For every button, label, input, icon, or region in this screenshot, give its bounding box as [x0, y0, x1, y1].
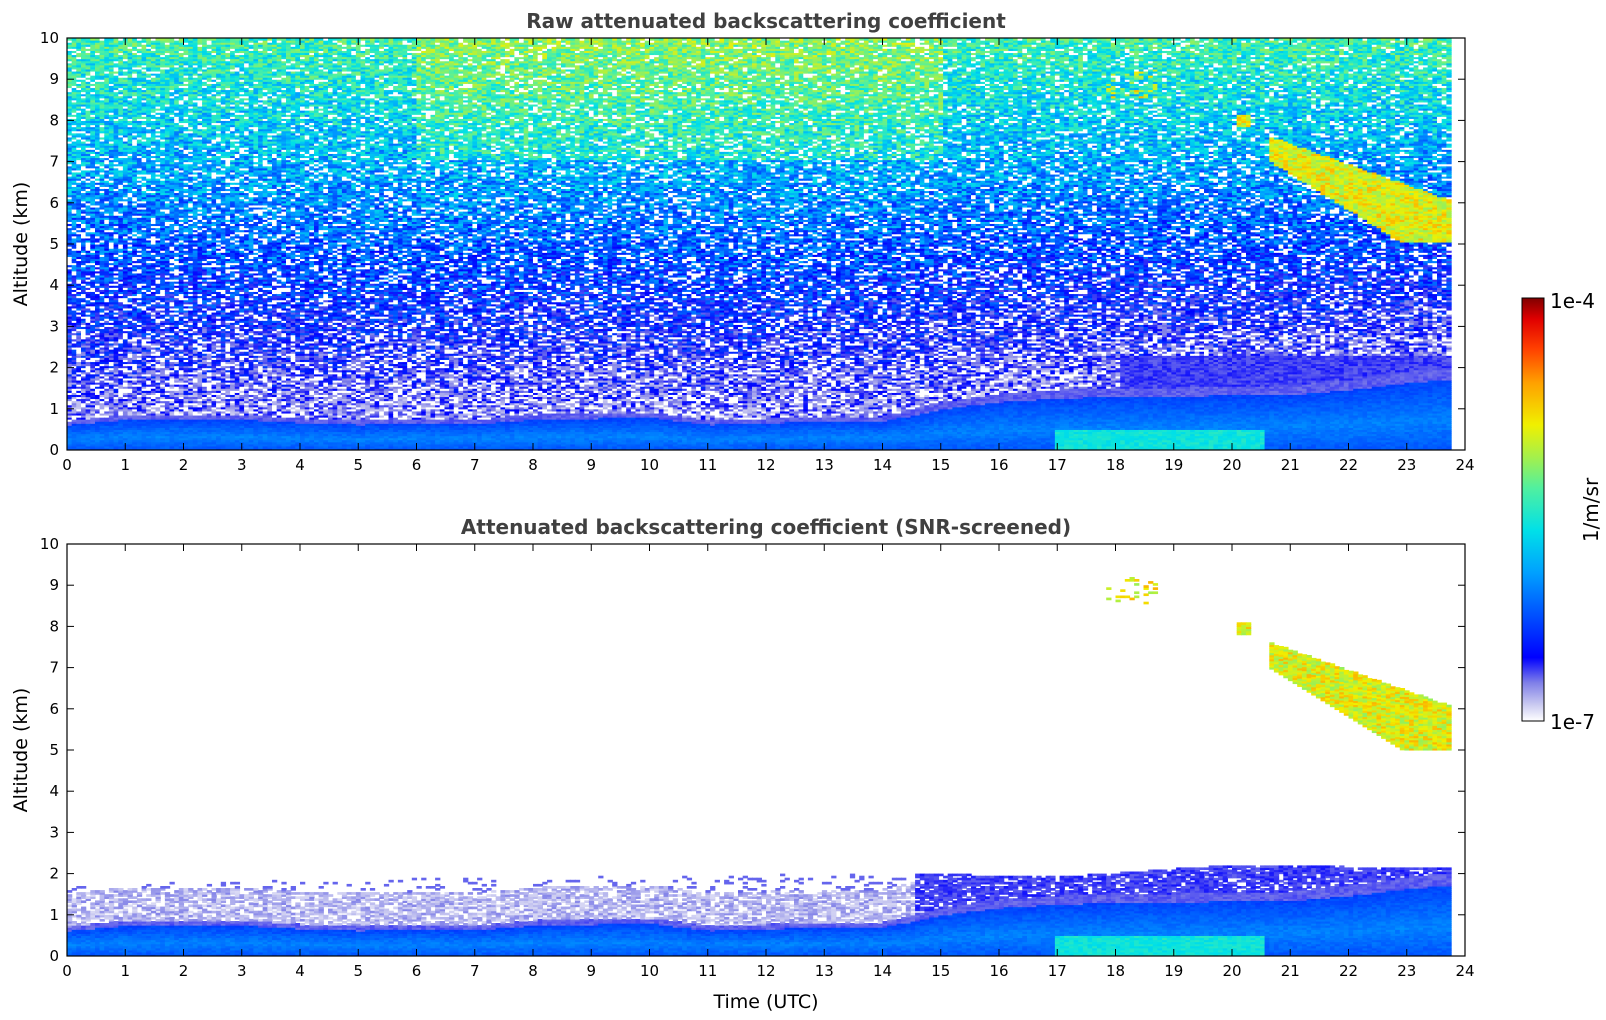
panel-raw-title: Raw attenuated backscattering coefficien…: [526, 9, 1006, 33]
panel-raw: Raw attenuated backscattering coefficien…: [10, 9, 1475, 474]
panel-raw-heatmap: [67, 38, 1452, 451]
